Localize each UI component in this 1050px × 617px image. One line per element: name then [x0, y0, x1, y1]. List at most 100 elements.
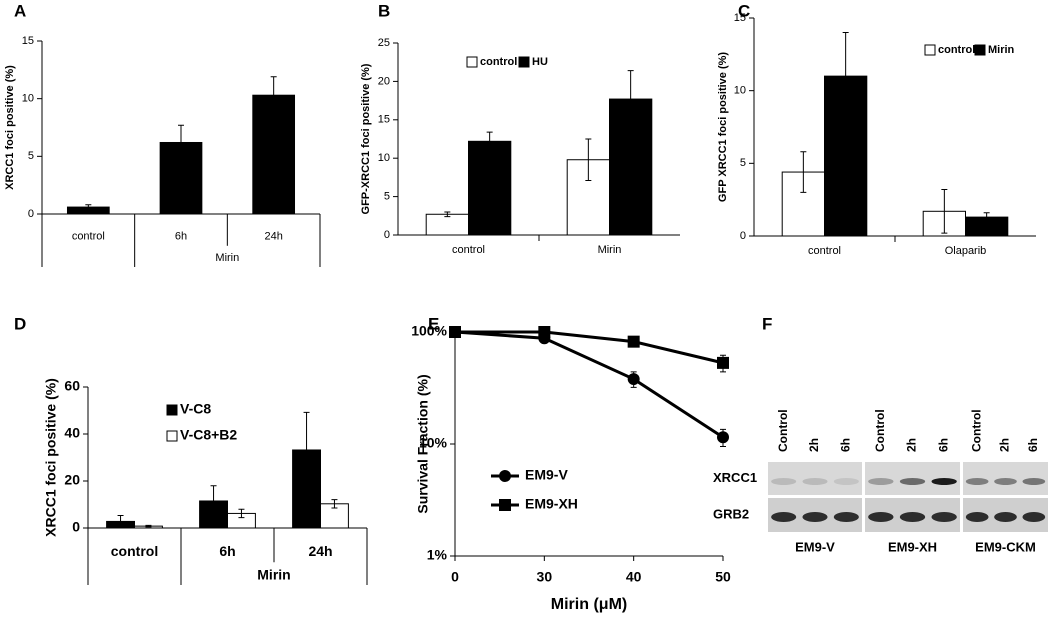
group-label: Mirin [215, 252, 239, 264]
error-bar [627, 70, 634, 128]
legend-swatch [518, 56, 530, 68]
blot-band [1022, 478, 1046, 485]
group-label: EM9-V [795, 539, 835, 554]
y-tick-label: 60 [64, 378, 80, 394]
y-tick-label: 20 [64, 472, 80, 488]
marker [717, 356, 729, 369]
marker [538, 326, 551, 338]
group-label: EM9-CKM [975, 539, 1036, 554]
error-bar [331, 499, 338, 509]
group-label: Mirin [257, 567, 290, 583]
error-bar [486, 131, 493, 152]
blot-band [931, 512, 957, 522]
legend-swatch [924, 44, 936, 56]
error-bar [800, 151, 807, 193]
y-tick-label: 15 [734, 12, 746, 24]
legend-label: control [938, 44, 975, 56]
blot-band [868, 478, 894, 485]
error-bar [178, 124, 184, 161]
y-axis-label: Survival Fraction (%) [415, 374, 431, 513]
y-tick-label: 40 [64, 425, 80, 441]
lane-label: 2h [905, 438, 919, 452]
legend-marker [499, 499, 511, 511]
x-tick-label: 24h [308, 543, 332, 559]
row-label: GRB2 [713, 506, 749, 521]
y-tick-label: 1% [427, 547, 448, 563]
blot-band [833, 478, 859, 485]
y-tick-label: 0 [384, 229, 390, 241]
y-tick-label: 10 [22, 93, 34, 105]
legend-label: Mirin [988, 44, 1015, 56]
legend-swatch [166, 430, 178, 442]
line [455, 330, 724, 365]
y-tick-label: 5 [28, 150, 34, 162]
blot-band [802, 478, 828, 485]
y-tick-label: 15 [22, 35, 34, 47]
lane-label: 6h [936, 438, 950, 452]
y-tick-label: 0 [28, 208, 34, 220]
error-bar [983, 212, 990, 222]
y-tick-label: 100% [411, 323, 447, 339]
blot-band [994, 478, 1017, 485]
y-tick-label: 15 [378, 114, 390, 126]
y-tick-label: 5 [384, 191, 390, 203]
panel-letter: F [762, 314, 772, 333]
y-axis-label: XRCC1 foci positive (%) [43, 378, 59, 537]
x-tick-label: 30 [537, 569, 553, 585]
lane-label: 6h [839, 438, 853, 452]
x-tick-label: 24h [264, 231, 282, 243]
bar [425, 213, 470, 236]
legend-label: V-C8+B2 [180, 427, 237, 443]
error-bar [145, 524, 152, 528]
y-tick-label: 10% [419, 435, 448, 451]
blot-band [965, 478, 989, 485]
panel-letter: A [14, 1, 26, 20]
blot-band [771, 512, 797, 522]
lane-label: 6h [1026, 438, 1040, 452]
lane-label: Control [873, 409, 887, 452]
panel-letter: C [738, 1, 750, 20]
y-axis-label: GFP-XRCC1 foci positive (%) [360, 63, 372, 214]
blot-band [802, 512, 828, 522]
line [454, 330, 724, 439]
blot-band [899, 478, 926, 485]
error-bar [117, 515, 124, 528]
lane-label: Control [776, 409, 790, 452]
error-bar [210, 485, 217, 517]
error-bar [85, 204, 92, 210]
x-tick-label: control [452, 244, 485, 256]
legend-label: control [480, 56, 517, 68]
x-tick-label: 40 [626, 569, 642, 585]
legend-marker [499, 470, 511, 482]
blot-band [771, 478, 797, 485]
marker [627, 335, 640, 348]
lane-label: 2h [807, 438, 821, 452]
legend-swatch [466, 56, 478, 68]
lane-label: Control [969, 409, 983, 452]
y-tick-label: 20 [378, 75, 390, 87]
x-axis-label: Mirin (μM) [551, 596, 627, 613]
marker [449, 326, 461, 338]
y-tick-label: 10 [378, 152, 390, 164]
error-bar [303, 411, 310, 489]
y-tick-label: 10 [734, 85, 746, 97]
lane-label: 2h [998, 438, 1012, 452]
marker [717, 431, 729, 444]
group-label: EM9-XH [888, 539, 937, 554]
y-tick-label: 0 [740, 230, 746, 242]
bar [468, 140, 512, 236]
error-bar [270, 76, 277, 115]
x-tick-label: 6h [175, 231, 187, 243]
legend-label: EM9-XH [525, 496, 578, 512]
legend-swatch [166, 404, 178, 416]
marker [627, 373, 640, 386]
error-bar [941, 188, 948, 234]
x-tick-label: Mirin [598, 244, 622, 256]
y-tick-label: 25 [378, 37, 390, 49]
x-tick-label: 50 [715, 569, 731, 585]
blot-panel [768, 462, 862, 495]
panel-letter: E [428, 314, 439, 333]
legend-label: V-C8 [180, 401, 211, 417]
y-tick-label: 5 [740, 157, 746, 169]
error-bar [842, 32, 849, 121]
